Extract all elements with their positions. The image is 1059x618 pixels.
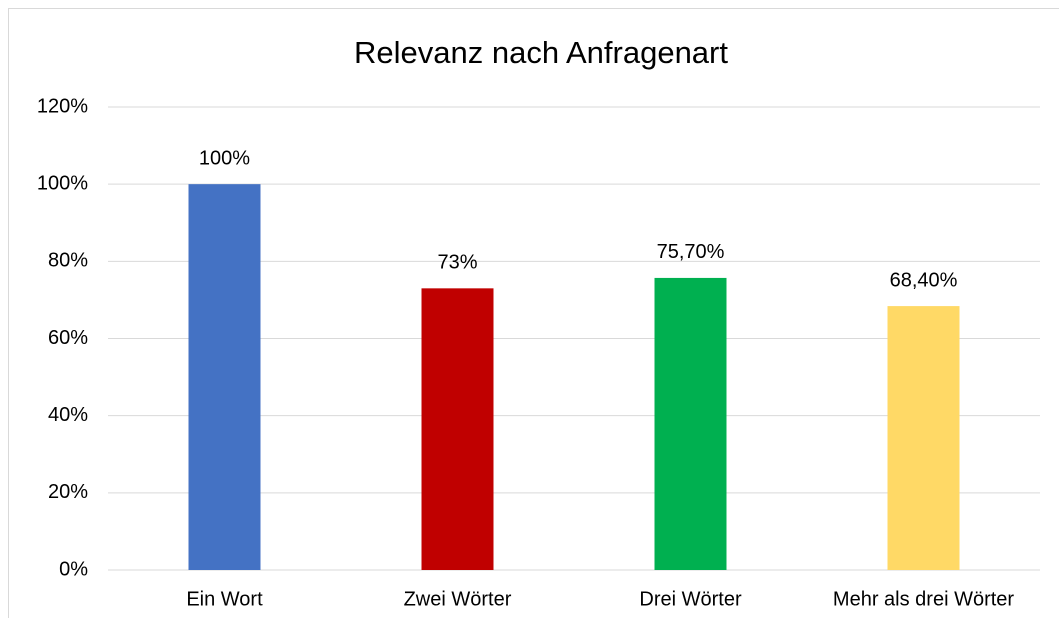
value-label: 73% xyxy=(437,252,477,274)
x-tick-label: Zwei Wörter xyxy=(404,588,512,610)
x-tick-label: Mehr als drei Wörter xyxy=(833,588,1014,610)
y-tick-label: 40% xyxy=(48,404,88,426)
bar xyxy=(188,184,261,570)
bar xyxy=(887,306,960,570)
y-tick-label: 100% xyxy=(37,172,88,194)
y-tick-label: 20% xyxy=(48,481,88,503)
value-label: 68,40% xyxy=(890,269,958,291)
y-tick-label: 120% xyxy=(37,95,88,117)
chart-title: Relevanz nach Anfragenart xyxy=(354,35,728,70)
x-tick-label: Ein Wort xyxy=(186,588,263,610)
bar xyxy=(421,288,494,570)
x-tick-label: Drei Wörter xyxy=(639,588,742,610)
bar xyxy=(654,277,727,570)
chart-frame xyxy=(8,8,1059,618)
value-label: 75,70% xyxy=(657,241,725,263)
value-label: 100% xyxy=(199,147,250,169)
y-tick-label: 60% xyxy=(48,327,88,349)
y-tick-label: 0% xyxy=(59,558,88,580)
y-tick-label: 80% xyxy=(48,250,88,272)
